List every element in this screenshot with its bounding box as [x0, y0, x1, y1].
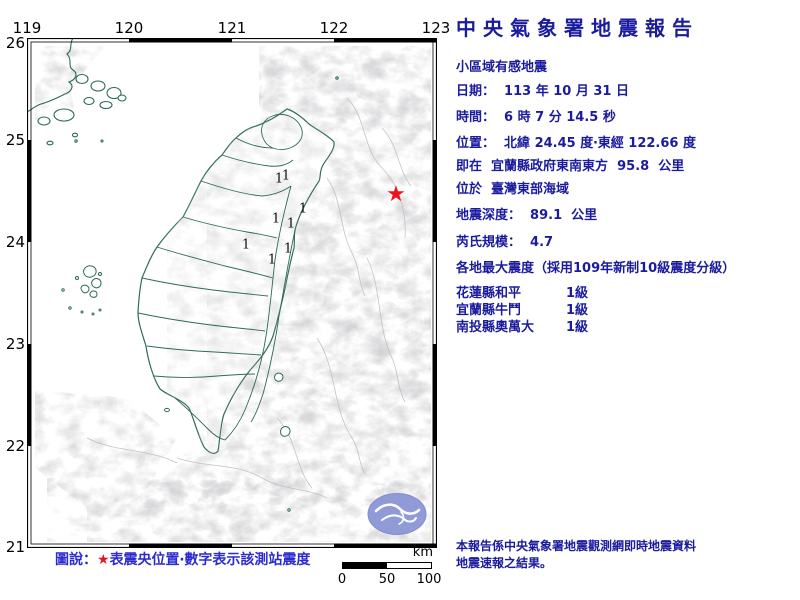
report-relative-line: 即在 宜蘭縣政府東南東方 95.8 公里	[456, 159, 685, 174]
orchid-island	[280, 426, 291, 437]
mainland-coastline	[27, 38, 339, 146]
station-row-name: 南投縣奧萬大	[456, 320, 535, 335]
legend-star-icon: ★	[97, 552, 110, 568]
scale-bar-unit: km	[412, 545, 433, 560]
bathymetry-contours	[86, 97, 412, 499]
report-magnitude-line: 芮氏規模： 4.7	[456, 235, 554, 250]
report-location-line: 位置： 北緯 24.45 度‧東經 122.66 度	[456, 136, 696, 151]
lon-tick-123: 123	[421, 19, 451, 37]
county-boundaries	[137, 113, 303, 441]
map-frame	[27, 38, 437, 548]
report-title: 中央氣象署地震報告	[456, 16, 699, 40]
green-island	[274, 372, 284, 382]
station-row-intensity: 1級	[566, 303, 589, 318]
scale-bar	[342, 562, 432, 569]
legend-prefix: 圖說：	[55, 552, 97, 568]
report-intensity-header: 各地最大震度（採用109年新制10級震度分級）	[456, 261, 736, 276]
lat-tick-26: 26	[5, 34, 25, 52]
report-footer-line-2: 地震速報之結果。	[456, 556, 553, 570]
station-row-name: 宜蘭縣牛鬥	[456, 303, 522, 318]
report-footer-line-1: 本報告係中央氣象署地震觀測網即時地震資料	[456, 539, 697, 553]
scale-tick-50: 50	[378, 572, 396, 587]
station-row-intensity: 1級	[566, 286, 589, 301]
cwa-logo-watermark	[367, 493, 427, 535]
station-row-intensity: 1級	[566, 320, 589, 335]
lon-tick-121: 121	[217, 19, 247, 37]
station-row-name: 花蓮縣和平	[456, 286, 522, 301]
report-depth-line: 地震深度： 89.1 公里	[456, 208, 598, 223]
taiwan-earthquake-map	[27, 38, 437, 548]
lat-tick-22: 22	[5, 437, 25, 455]
lon-tick-122: 122	[319, 19, 349, 37]
map-legend: 圖說：★表震央位置‧數字表示該測站震度	[55, 549, 310, 569]
lat-tick-24: 24	[5, 233, 25, 251]
scale-bar-filled-half	[343, 563, 387, 568]
report-region-line: 位於 臺灣東部海域	[456, 182, 570, 197]
lat-tick-23: 23	[5, 335, 25, 353]
legend-text: 表震央位置‧數字表示該測站震度	[109, 552, 311, 568]
scale-tick-0: 0	[337, 572, 347, 587]
lat-tick-25: 25	[5, 131, 25, 149]
scale-tick-100: 100	[416, 572, 442, 587]
offshore-islands	[61, 265, 291, 512]
report-date-line: 日期： 113 年 10 月 31 日	[456, 84, 629, 99]
report-time-line: 時間： 6 時 7 分 14.5 秒	[456, 110, 616, 125]
lat-tick-21: 21	[5, 538, 25, 556]
lon-tick-119: 119	[12, 19, 42, 37]
lon-tick-120: 120	[114, 19, 144, 37]
report-subtitle: 小區域有感地震	[456, 60, 548, 75]
